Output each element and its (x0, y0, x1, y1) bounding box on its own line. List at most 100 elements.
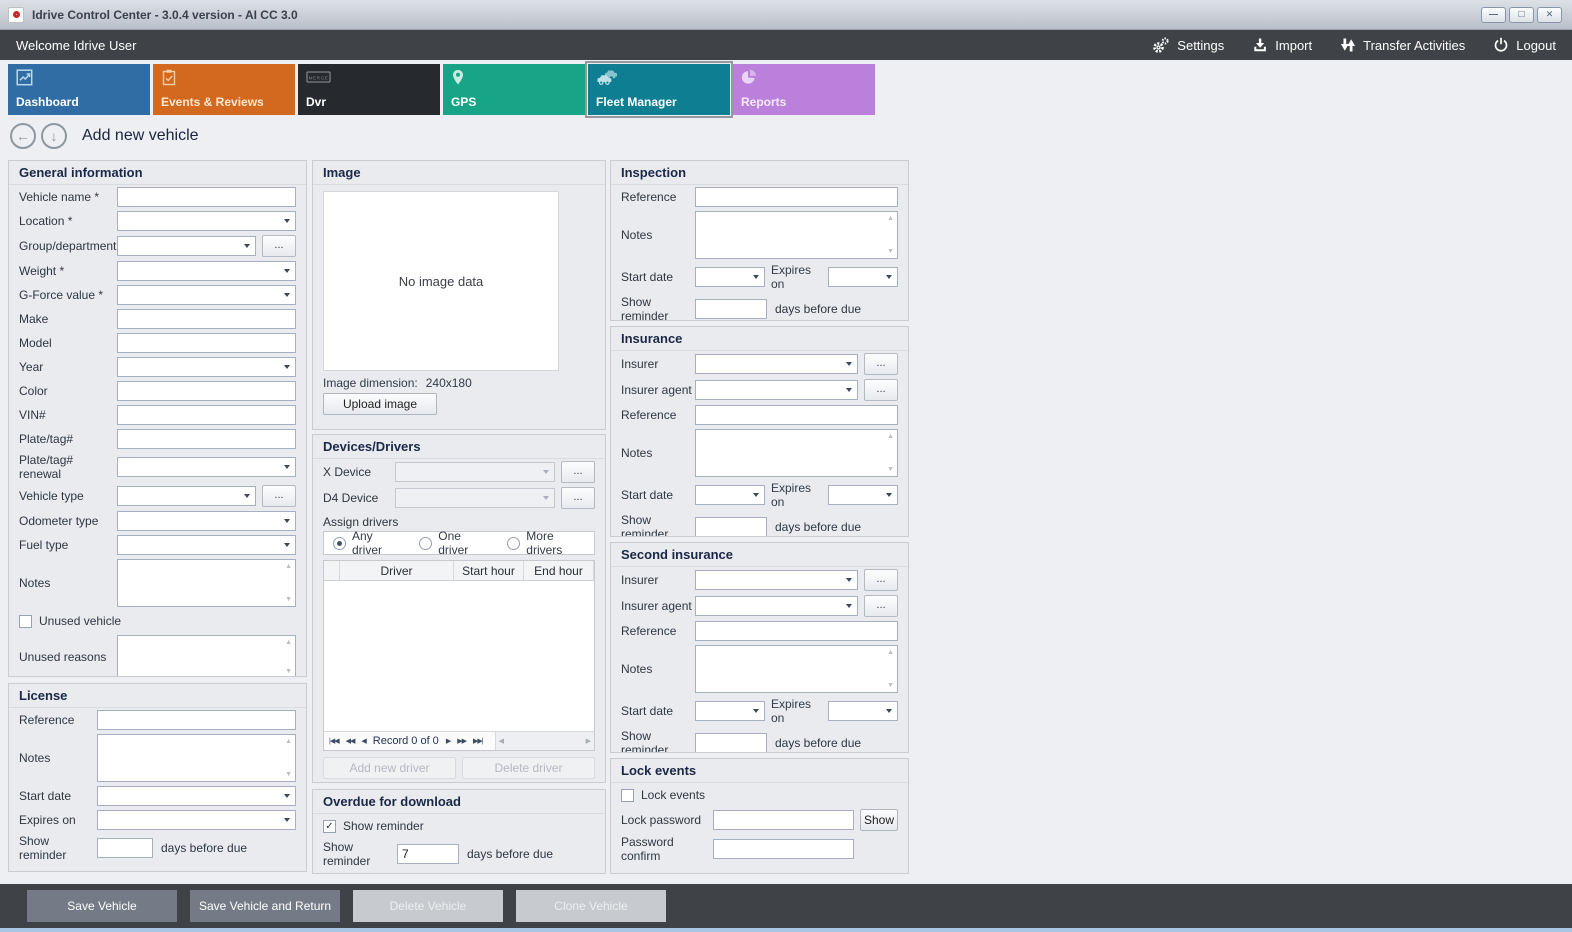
tab-gps[interactable]: GPS (443, 64, 585, 115)
odometer-type-select[interactable] (117, 511, 296, 531)
make-input[interactable] (117, 309, 296, 329)
license-notes-textarea[interactable] (97, 734, 296, 782)
overdue-reminder-input[interactable] (397, 844, 459, 864)
password-confirm-input[interactable] (713, 839, 854, 859)
license-expires-select[interactable] (97, 810, 296, 830)
insurance-reference-input[interactable] (695, 405, 898, 425)
add-new-driver-button[interactable]: Add new driver (323, 757, 456, 779)
first-record-icon[interactable] (329, 737, 339, 745)
second-insurer-agent-browse-button[interactable]: ... (864, 595, 898, 617)
tab-reports[interactable]: Reports (733, 64, 875, 115)
upload-image-button[interactable]: Upload image (323, 393, 437, 415)
second-insurance-expires-select[interactable] (828, 701, 898, 721)
location-select[interactable] (117, 211, 296, 231)
collapse-button[interactable] (41, 123, 67, 149)
insurer-agent-select[interactable] (695, 380, 858, 400)
maximize-button[interactable] (1509, 7, 1534, 23)
start-hour-column-header[interactable]: Start hour (454, 561, 524, 580)
d4-device-browse-button[interactable]: ... (561, 487, 595, 509)
radio-more-drivers[interactable]: More drivers (507, 529, 585, 557)
lock-password-input[interactable] (713, 810, 854, 830)
prev-record-icon[interactable] (361, 737, 365, 745)
fuel-type-select[interactable] (117, 535, 296, 555)
inspection-expires-select[interactable] (828, 267, 898, 287)
general-notes-textarea[interactable] (117, 559, 296, 607)
next-record-icon[interactable] (446, 737, 450, 745)
radio-one-driver[interactable]: One driver (419, 529, 487, 557)
insurer-browse-button[interactable]: ... (864, 353, 898, 375)
logout-button[interactable]: Logout (1493, 37, 1556, 53)
model-input[interactable] (117, 333, 296, 353)
insurance-notes-textarea[interactable] (695, 429, 898, 477)
second-insurer-agent-select[interactable] (695, 596, 858, 616)
scroll-left-icon[interactable] (499, 737, 504, 745)
save-vehicle-return-button[interactable]: Save Vehicle and Return (190, 890, 340, 922)
minimize-button[interactable] (1481, 7, 1506, 23)
tab-fleet-manager[interactable]: Fleet Manager (585, 61, 733, 118)
vehicle-type-select[interactable] (117, 486, 256, 506)
chevron-down-icon (753, 493, 759, 497)
d4-device-select[interactable] (395, 488, 555, 508)
settings-button[interactable]: Settings (1152, 37, 1224, 54)
delete-vehicle-button[interactable]: Delete Vehicle (353, 890, 503, 922)
insurer-select[interactable] (695, 354, 858, 374)
license-start-date-select[interactable] (97, 786, 296, 806)
second-insurance-notes-textarea[interactable] (695, 645, 898, 693)
weight-select[interactable] (117, 261, 296, 281)
clone-vehicle-button[interactable]: Clone Vehicle (516, 890, 666, 922)
transfer-activities-button[interactable]: Transfer Activities (1340, 37, 1465, 53)
insurance-reminder-input[interactable] (695, 517, 767, 536)
driver-column-header[interactable]: Driver (340, 561, 454, 580)
color-input[interactable] (117, 381, 296, 401)
license-reference-input[interactable] (97, 710, 296, 730)
second-insurer-browse-button[interactable]: ... (864, 569, 898, 591)
inspection-notes-textarea[interactable] (695, 211, 898, 259)
plate-tag-renewal-select[interactable] (117, 457, 296, 477)
scroll-down-icon (285, 668, 292, 675)
tab-events-reviews[interactable]: Events & Reviews (153, 64, 295, 115)
unused-reasons-textarea[interactable] (117, 635, 296, 676)
radio-any-driver[interactable]: Any driver (333, 529, 399, 557)
close-button[interactable] (1537, 7, 1562, 23)
insurer-agent-browse-button[interactable]: ... (864, 379, 898, 401)
grid-horizontal-scrollbar[interactable] (494, 732, 594, 750)
x-device-select[interactable] (395, 462, 555, 482)
vehicle-type-browse-button[interactable]: ... (262, 485, 296, 507)
second-insurance-reference-input[interactable] (695, 621, 898, 641)
prev-page-icon[interactable] (346, 737, 355, 745)
second-insurer-select[interactable] (695, 570, 858, 590)
scroll-right-icon[interactable] (586, 737, 591, 745)
lock-events-checkbox[interactable] (621, 788, 634, 802)
show-password-button[interactable]: Show (860, 809, 898, 831)
group-department-select[interactable] (117, 236, 256, 256)
g-force-select[interactable] (117, 285, 296, 305)
save-vehicle-button[interactable]: Save Vehicle (27, 890, 177, 922)
overdue-reminder-checkbox[interactable] (323, 819, 336, 833)
x-device-browse-button[interactable]: ... (561, 461, 595, 483)
vin-label: VIN# (19, 408, 46, 422)
group-department-browse-button[interactable]: ... (262, 235, 296, 257)
scroll-up-icon (887, 649, 894, 656)
vin-input[interactable] (117, 405, 296, 425)
inspection-reference-input[interactable] (695, 187, 898, 207)
last-record-icon[interactable] (473, 737, 483, 745)
license-reminder-input[interactable] (97, 838, 153, 858)
next-page-icon[interactable] (457, 737, 466, 745)
tab-dashboard[interactable]: Dashboard (8, 64, 150, 115)
vehicle-name-label: Vehicle name * (19, 190, 100, 204)
inspection-reminder-input[interactable] (695, 299, 767, 319)
unused-vehicle-checkbox[interactable] (19, 614, 32, 628)
delete-driver-button[interactable]: Delete driver (462, 757, 595, 779)
inspection-start-date-select[interactable] (695, 267, 765, 287)
plate-tag-input[interactable] (117, 429, 296, 449)
second-insurance-start-date-select[interactable] (695, 701, 765, 721)
second-insurance-reminder-input[interactable] (695, 733, 767, 752)
import-button[interactable]: Import (1252, 38, 1312, 53)
year-select[interactable] (117, 357, 296, 377)
end-hour-column-header[interactable]: End hour (524, 561, 594, 580)
tab-dvr[interactable]: MERGE Dvr (298, 64, 440, 115)
vehicle-name-input[interactable] (117, 187, 296, 207)
back-button[interactable] (10, 123, 36, 149)
insurance-start-date-select[interactable] (695, 485, 765, 505)
insurance-expires-select[interactable] (828, 485, 898, 505)
